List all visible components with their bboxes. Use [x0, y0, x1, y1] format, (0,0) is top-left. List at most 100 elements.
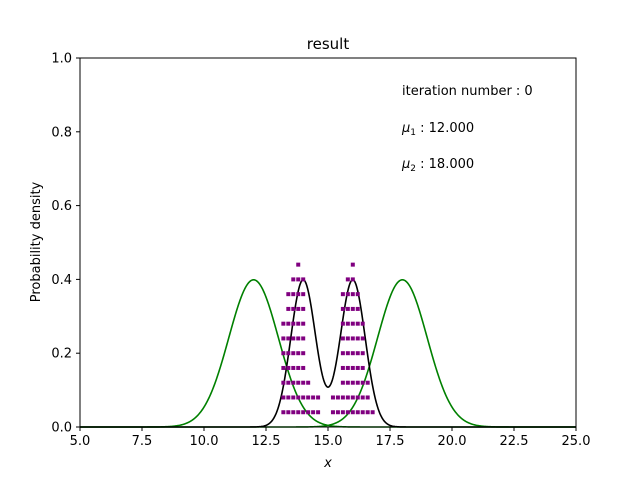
scatter-point: [296, 410, 301, 415]
scatter-point: [301, 336, 306, 341]
scatter-point: [296, 277, 301, 282]
scatter-point: [340, 365, 345, 370]
scatter-point: [281, 395, 286, 400]
scatter-point: [296, 365, 301, 370]
scatter-point: [360, 395, 365, 400]
scatter-point: [355, 306, 360, 311]
scatter-point: [350, 321, 355, 326]
scatter-point: [291, 336, 296, 341]
scatter-point: [350, 292, 355, 297]
x-tick-label: 7.5: [132, 434, 153, 449]
scatter-point: [311, 410, 316, 415]
scatter-point: [306, 410, 311, 415]
scatter-point: [345, 351, 350, 356]
scatter-point: [296, 395, 301, 400]
scatter-point: [345, 410, 350, 415]
scatter-point: [316, 395, 321, 400]
scatter-point: [301, 365, 306, 370]
annotation-mu2: μ2 : 18.000: [401, 157, 474, 174]
mu2-subscript: 2: [410, 164, 416, 174]
scatter-point: [301, 395, 306, 400]
scatter-point: [355, 395, 360, 400]
scatter-point: [350, 410, 355, 415]
scatter-point: [291, 380, 296, 385]
scatter-point: [340, 321, 345, 326]
scatter-point: [345, 277, 350, 282]
scatter-point: [291, 410, 296, 415]
scatter-point: [350, 306, 355, 311]
scatter-point: [286, 410, 291, 415]
scatter-point: [296, 321, 301, 326]
scatter-point: [360, 336, 365, 341]
scatter-point: [365, 395, 370, 400]
y-tick-label: 0.6: [51, 199, 72, 214]
scatter-point: [281, 336, 286, 341]
scatter-point: [291, 321, 296, 326]
scatter-point: [345, 321, 350, 326]
scatter-point: [350, 262, 355, 267]
scatter-point: [301, 321, 306, 326]
x-tick-label: 20.0: [438, 434, 467, 449]
scatter-point: [291, 277, 296, 282]
y-tick-label: 1.0: [51, 52, 72, 67]
scatter-point: [296, 380, 301, 385]
scatter-point: [286, 365, 291, 370]
mu1-subscript: 1: [410, 128, 416, 138]
mu1-value: : 12.000: [416, 121, 474, 136]
scatter-point: [355, 365, 360, 370]
x-tick-label: 5.0: [70, 434, 91, 449]
scatter-point: [345, 395, 350, 400]
x-tick-label: 12.5: [252, 434, 281, 449]
scatter-point: [350, 395, 355, 400]
annotation-mu1: μ1 : 12.000: [401, 121, 474, 138]
scatter-point: [345, 292, 350, 297]
scatter-point: [365, 410, 370, 415]
scatter-point: [301, 292, 306, 297]
scatter-point: [370, 410, 375, 415]
y-tick-label: 0.8: [51, 125, 72, 140]
scatter-point: [355, 292, 360, 297]
scatter-point: [345, 306, 350, 311]
scatter-point: [286, 380, 291, 385]
scatter-point: [291, 306, 296, 311]
scatter-point: [291, 395, 296, 400]
x-axis-label: x: [323, 456, 332, 471]
scatter-point: [296, 262, 301, 267]
y-tick-label: 0.2: [51, 347, 72, 362]
scatter-point: [281, 380, 286, 385]
scatter-point: [355, 351, 360, 356]
scatter-point: [350, 351, 355, 356]
scatter-point: [286, 292, 291, 297]
y-tick-label: 0.0: [51, 421, 72, 436]
scatter-point: [360, 351, 365, 356]
scatter-point: [281, 410, 286, 415]
y-axis: 0.0 0.2 0.4 0.6 0.8 1.0: [51, 52, 80, 436]
scatter-point: [335, 395, 340, 400]
scatter-point: [316, 410, 321, 415]
scatter-point: [360, 410, 365, 415]
scatter-point: [360, 380, 365, 385]
scatter-point: [340, 410, 345, 415]
scatter-point: [355, 321, 360, 326]
scatter-point: [301, 277, 306, 282]
scatter-point: [355, 410, 360, 415]
scatter-point: [360, 365, 365, 370]
plot-background: [80, 58, 576, 427]
scatter-point: [345, 380, 350, 385]
scatter-point: [355, 336, 360, 341]
scatter-point: [286, 336, 291, 341]
scatter-layer: [281, 262, 375, 415]
scatter-point: [281, 321, 286, 326]
scatter-point: [355, 380, 360, 385]
scatter-point: [335, 410, 340, 415]
scatter-point: [365, 380, 370, 385]
scatter-point: [291, 351, 296, 356]
y-axis-label: Probability density: [29, 181, 44, 302]
scatter-point: [340, 351, 345, 356]
scatter-point: [296, 306, 301, 311]
scatter-point: [291, 365, 296, 370]
x-tick-label: 17.5: [376, 434, 405, 449]
y-tick-label: 0.4: [51, 273, 72, 288]
scatter-point: [360, 321, 365, 326]
mu2-symbol: μ: [401, 157, 410, 172]
